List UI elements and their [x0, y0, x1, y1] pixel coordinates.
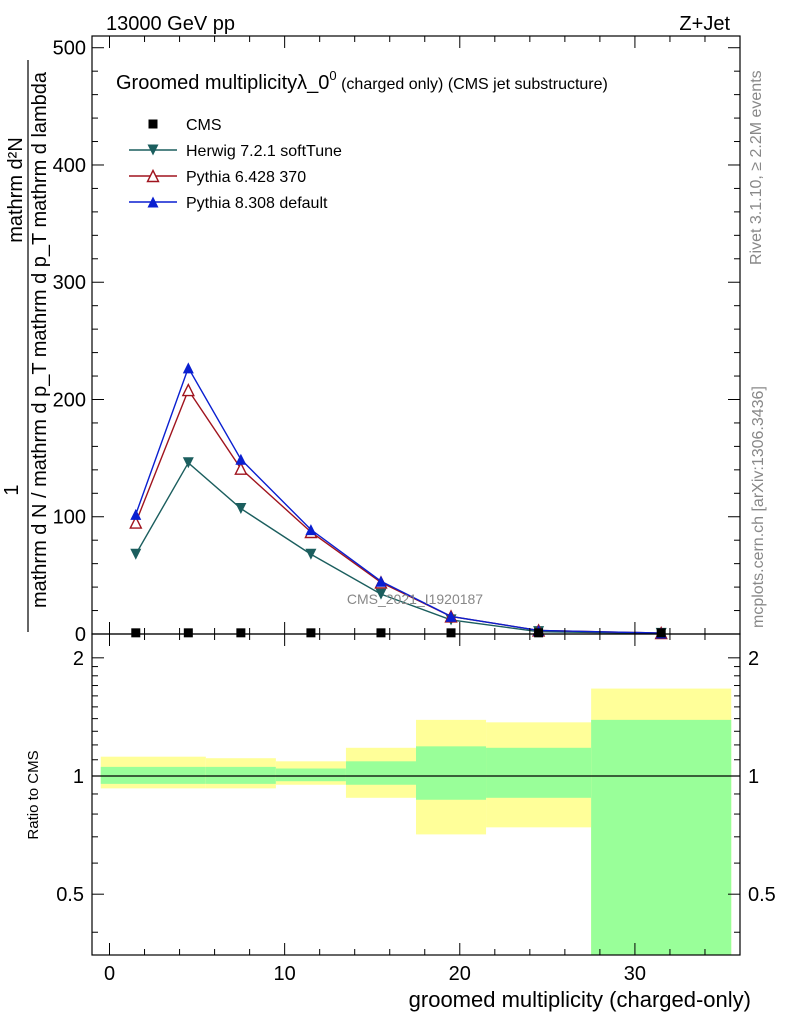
series-line: [135, 461, 662, 635]
data-point: [235, 503, 247, 515]
title-rest: (charged only) (CMS jet substructure): [337, 76, 608, 93]
data-point: [445, 610, 457, 622]
y-axis-label: 1 mathrm d²N mathrm d N / mathrm d p_T m…: [1, 60, 51, 632]
series-cms: [131, 628, 666, 638]
data-point: [305, 524, 317, 536]
x-tick-label: 30: [624, 963, 646, 985]
mcplots-label: mcplots.cern.ch [arXiv:1306.3436]: [750, 386, 767, 628]
legend-label: Pythia 8.308 default: [186, 195, 328, 212]
data-point: [182, 362, 194, 374]
header-left: 13000 GeV pp: [106, 13, 235, 35]
y-tick-label: 200: [53, 389, 86, 411]
data-point: [375, 575, 387, 587]
plot-title: Groomed multiplicityλ_00 (charged only) …: [116, 68, 608, 94]
ylabel-denominator: mathrm d N / mathrm d p_T mathrm d p_T m…: [29, 71, 51, 608]
y-tick-label: 0: [75, 624, 86, 646]
y-tick-label: 500: [53, 38, 86, 60]
ratio-band-inner: [591, 719, 732, 955]
ratio-band-inner: [345, 761, 416, 785]
data-point: [446, 628, 456, 638]
rivet-label: Rivet 3.1.10, ≥ 2.2M events: [748, 70, 765, 265]
data-point: [130, 508, 142, 520]
title-main: Groomed multiplicity: [116, 72, 297, 94]
ratio-tick-label: 2: [73, 648, 84, 670]
ylabel-numerator: mathrm d²N: [5, 137, 27, 243]
data-point: [534, 628, 544, 638]
ylabel-one: 1: [1, 484, 23, 495]
axes: 0 100 200 300 400 500 0 10 20 30 0.5 0.5 1 1 2 2: [53, 35, 776, 985]
legend-marker: [148, 119, 158, 129]
ratio-band-inner: [205, 766, 276, 784]
legend-entry: Pythia 8.308 default: [129, 195, 328, 212]
data-point: [375, 588, 387, 600]
legend-marker: [147, 196, 159, 208]
legend-label: CMS: [186, 117, 222, 134]
legend-marker: [147, 144, 159, 156]
ratio-frame: [91, 633, 741, 956]
data-point: [129, 515, 143, 529]
ratio-tick-label-right: 0.5: [748, 884, 776, 906]
legend-entry: Pythia 6.428 370: [129, 168, 306, 186]
x-tick-label: 10: [274, 963, 296, 985]
data-point: [656, 628, 666, 638]
ratio-band-inner: [486, 747, 592, 798]
data-point: [130, 548, 142, 560]
series-herwig-7-2-1-softtune: [130, 457, 667, 639]
y-tick-label: 100: [53, 507, 86, 529]
title-sup: 0: [329, 68, 336, 83]
data-point: [182, 457, 194, 469]
x-axis-label: groomed multiplicity (charged-only): [409, 987, 751, 1012]
analysis-watermark: CMS_2021_I1920187: [347, 591, 483, 607]
legend-marker: [146, 168, 160, 183]
legend-entry: CMS: [148, 117, 222, 134]
main-plot: [129, 362, 668, 640]
x-tick-label: 0: [104, 963, 115, 985]
legend: CMS Herwig 7.2.1 softTune Pythia 6.428 370…: [129, 117, 342, 212]
data-point: [131, 628, 141, 638]
header-right: Z+Jet: [679, 13, 730, 35]
ratio-tick-label-right: 1: [748, 766, 759, 788]
data-point: [306, 628, 316, 638]
ratio-tick-label: 0.5: [56, 884, 84, 906]
series-line: [135, 366, 662, 634]
data-point: [235, 453, 247, 465]
legend-label: Pythia 6.428 370: [186, 169, 306, 186]
ratio-band-inner: [416, 746, 487, 800]
data-point: [181, 383, 195, 397]
x-tick-label: 20: [449, 963, 471, 985]
legend-entry: Herwig 7.2.1 softTune: [129, 143, 342, 160]
data-point: [236, 628, 246, 638]
data-point: [234, 461, 248, 475]
y-tick-label: 300: [53, 272, 86, 294]
ratio-bands: [100, 688, 732, 955]
data-point: [376, 628, 386, 638]
ratio-tick-label-right: 2: [748, 648, 759, 670]
title-lambda: λ_0: [297, 72, 329, 94]
ratio-y-label: Ratio to CMS: [25, 750, 42, 839]
ratio-band-inner: [100, 766, 206, 784]
y-tick-label: 400: [53, 155, 86, 177]
data-point: [183, 628, 193, 638]
ratio-band-inner: [275, 768, 346, 782]
legend-label: Herwig 7.2.1 softTune: [186, 143, 342, 160]
data-point: [305, 548, 317, 560]
ratio-tick-label: 1: [73, 766, 84, 788]
